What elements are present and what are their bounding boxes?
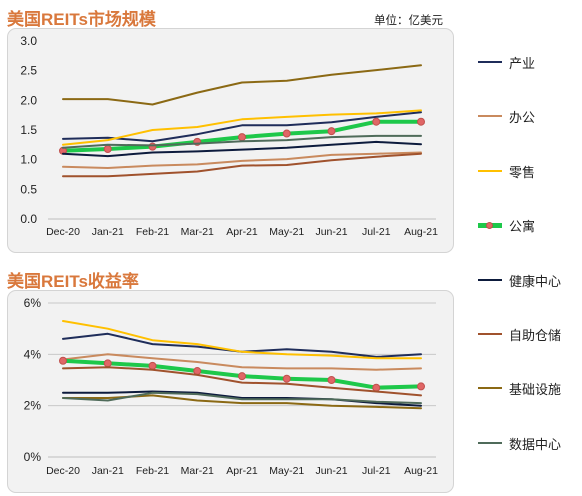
yield-chart: 0% 2% 4% 6% Dec-20 Jan-21 Feb-21 Mar-21 Apr-21 Ma… xyxy=(24,296,438,477)
legend-item-self-storage[interactable]: 自助仓储 xyxy=(478,324,561,344)
x-tick-label: Jan-21 xyxy=(92,226,124,238)
y-tick-label: 2.0 xyxy=(20,93,37,107)
series-line xyxy=(62,152,422,178)
series-line xyxy=(62,111,422,143)
legend-swatch xyxy=(478,387,502,389)
x-tick-label: Jun-21 xyxy=(315,465,347,477)
legend-item-infrastructure[interactable]: 基础设施 xyxy=(478,378,561,398)
data-point-marker xyxy=(282,129,291,138)
unit-label: 单位：亿美元 xyxy=(374,15,443,27)
x-tick-label: Dec-20 xyxy=(46,465,80,477)
legend-swatch xyxy=(478,279,502,281)
legend: 产业 办公 零售 公寓 健康中心 自助仓储 基础设施 数据中心 xyxy=(478,0,582,496)
x-tick-label: May-21 xyxy=(269,226,304,238)
legend-label: 基础设施 xyxy=(509,381,562,397)
x-tick-label: Dec-20 xyxy=(46,226,80,238)
y-tick-label: 4% xyxy=(24,347,42,361)
series-line xyxy=(62,151,422,169)
market-size-chart-panel: 0.0 0.5 1.0 1.5 2.0 2.5 3.0 Dec-20 Jan-21 Feb-21 M… xyxy=(7,28,454,253)
legend-item-data-center[interactable]: 数据中心 xyxy=(478,433,561,453)
legend-item-apartment[interactable]: 公寓 xyxy=(478,215,535,235)
data-point-marker xyxy=(282,374,291,383)
legend-marker-icon xyxy=(486,221,493,229)
series-line xyxy=(62,109,422,146)
data-point-marker xyxy=(148,361,157,370)
x-tick-label: Apr-21 xyxy=(226,465,258,477)
legend-swatch xyxy=(478,61,502,63)
series-line xyxy=(62,134,422,149)
y-tick-label: 3.0 xyxy=(20,34,37,48)
legend-label: 办公 xyxy=(509,109,536,125)
y-tick-label: 1.0 xyxy=(20,153,37,167)
series-line xyxy=(62,332,422,358)
series-line xyxy=(62,366,422,397)
series-line xyxy=(62,140,422,158)
series-line xyxy=(62,64,422,106)
y-tick-label: 0.0 xyxy=(20,212,37,226)
data-point-marker xyxy=(417,382,425,391)
legend-swatch xyxy=(478,442,502,444)
legend-label: 数据中心 xyxy=(509,436,562,452)
x-tick-label: Jul-21 xyxy=(362,465,391,477)
y-tick-label: 2.5 xyxy=(20,64,37,78)
x-tick-label: Jul-21 xyxy=(362,226,391,238)
series-line xyxy=(62,320,422,360)
x-tick-label: Feb-21 xyxy=(136,465,169,477)
x-tick-label: Mar-21 xyxy=(181,465,214,477)
y-tick-label: 2% xyxy=(24,399,42,413)
x-tick-label: Feb-21 xyxy=(136,226,169,238)
legend-item-industrial[interactable]: 产业 xyxy=(478,52,535,72)
data-point-marker xyxy=(327,376,336,384)
legend-item-retail[interactable]: 零售 xyxy=(478,161,535,181)
x-tick-label: Jan-21 xyxy=(92,465,124,477)
legend-label: 自助仓储 xyxy=(509,327,562,343)
data-point-marker xyxy=(372,383,381,392)
legend-label: 公寓 xyxy=(509,218,536,234)
legend-swatch xyxy=(478,221,502,229)
data-point-marker xyxy=(59,356,67,365)
market-size-chart: 0.0 0.5 1.0 1.5 2.0 2.5 3.0 Dec-20 Jan-21 Feb-21 M… xyxy=(20,34,438,238)
chart-title-yield: 美国REITs收益率 xyxy=(7,272,139,291)
x-tick-label: Aug-21 xyxy=(404,226,438,238)
legend-item-healthcare[interactable]: 健康中心 xyxy=(478,270,561,290)
data-point-marker xyxy=(103,144,112,153)
series-line xyxy=(62,391,422,405)
y-tick-label: 6% xyxy=(24,296,42,310)
legend-label: 产业 xyxy=(509,55,536,71)
legend-item-office[interactable]: 办公 xyxy=(478,106,535,126)
data-point-marker xyxy=(327,127,336,136)
data-point-marker xyxy=(417,117,425,126)
legend-swatch xyxy=(478,333,502,335)
x-tick-label: Apr-21 xyxy=(226,226,258,238)
chart-title-market-size: 美国REITs市场规模 xyxy=(7,10,156,29)
x-tick-label: Aug-21 xyxy=(404,465,438,477)
legend-swatch xyxy=(478,115,502,117)
legend-label: 零售 xyxy=(509,164,536,180)
y-tick-label: 0% xyxy=(24,450,42,464)
yield-chart-panel: 0% 2% 4% 6% Dec-20 Jan-21 Feb-21 Mar-21 Apr-21 Ma… xyxy=(7,290,454,493)
x-tick-label: Mar-21 xyxy=(181,226,214,238)
data-point-marker xyxy=(148,142,157,151)
data-point-marker xyxy=(372,117,381,126)
legend-swatch xyxy=(478,170,502,172)
data-point-marker xyxy=(238,133,246,142)
series-line xyxy=(62,353,422,371)
x-tick-label: May-21 xyxy=(269,465,304,477)
y-tick-label: 1.5 xyxy=(20,123,37,137)
data-point-marker xyxy=(103,359,112,368)
y-tick-label: 0.5 xyxy=(20,182,37,196)
x-tick-label: Jun-21 xyxy=(315,226,347,238)
data-point-marker xyxy=(238,372,246,381)
data-point-marker xyxy=(193,367,202,376)
legend-label: 健康中心 xyxy=(509,273,562,289)
